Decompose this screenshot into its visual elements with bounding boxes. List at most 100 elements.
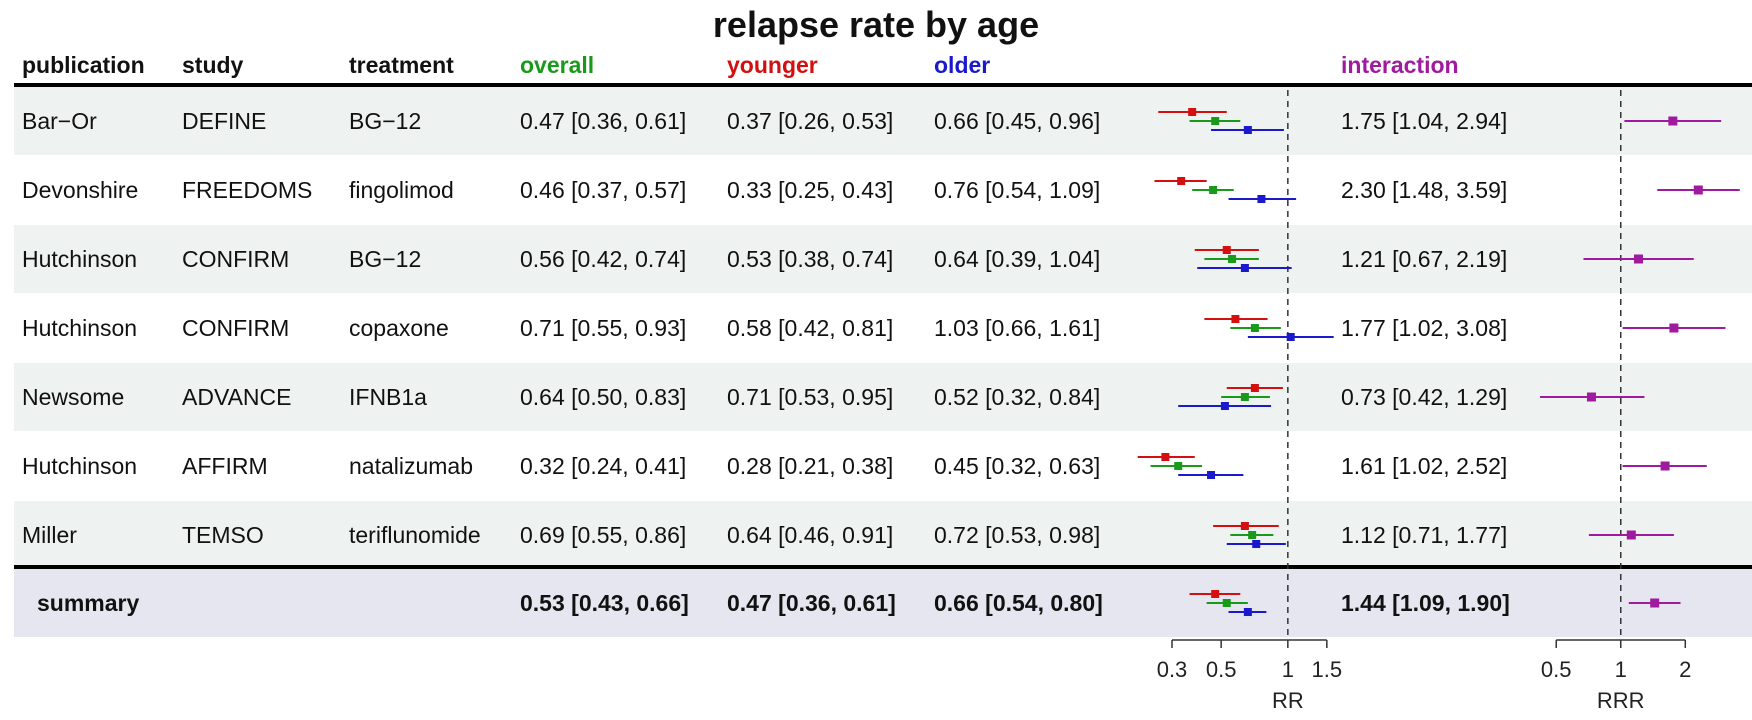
cell-younger: 0.64 [0.46, 0.91] — [727, 521, 894, 548]
summary-label: summary — [37, 589, 140, 616]
older-point — [1220, 402, 1229, 410]
header-overall: overall — [520, 52, 595, 78]
cell-interaction: 1.75 [1.04, 2.94] — [1341, 107, 1508, 134]
cell-treatment: BG−12 — [349, 107, 422, 134]
cell-study: AFFIRM — [182, 452, 268, 479]
cell-older: 0.45 [0.32, 0.63] — [934, 452, 1101, 479]
cell-interaction: 1.12 [0.71, 1.77] — [1341, 521, 1508, 548]
cell-older: 1.03 [0.66, 1.61] — [934, 314, 1101, 341]
x-tick-label: 0.5 — [1541, 657, 1572, 682]
older-point — [1257, 195, 1266, 203]
row-band — [14, 501, 1752, 569]
overall-point — [1228, 255, 1237, 263]
cell-older: 0.52 [0.32, 0.84] — [934, 383, 1101, 410]
older-point — [1207, 471, 1216, 479]
header-publication: publication — [22, 52, 145, 78]
overall-point — [1248, 531, 1257, 539]
overall-point — [1209, 186, 1218, 194]
younger-point — [1161, 453, 1170, 461]
x-tick-label: 0.5 — [1206, 657, 1237, 682]
cell-overall: 0.32 [0.24, 0.41] — [520, 452, 687, 479]
summary-rule — [14, 565, 1752, 569]
cell-treatment: fingolimod — [349, 176, 454, 203]
older-point — [1286, 333, 1295, 341]
header-study: study — [182, 52, 244, 78]
overall-point — [1174, 462, 1183, 470]
cell-younger: 0.33 [0.25, 0.43] — [727, 176, 894, 203]
summary-older: 0.66 [0.54, 0.80] — [934, 589, 1103, 616]
x-tick-label: 1 — [1282, 657, 1294, 682]
header-interaction: interaction — [1341, 52, 1459, 78]
cell-publication: Devonshire — [22, 176, 139, 203]
interaction-point — [1586, 392, 1596, 402]
cell-study: TEMSO — [182, 521, 264, 548]
cell-treatment: teriflunomide — [349, 521, 481, 548]
cell-publication: Hutchinson — [22, 245, 138, 272]
cell-study: DEFINE — [182, 107, 267, 134]
younger-point — [1211, 590, 1220, 598]
cell-older: 0.66 [0.45, 0.96] — [934, 107, 1101, 134]
x-tick-label: 1.5 — [1312, 657, 1343, 682]
cell-treatment: IFNB1a — [349, 383, 427, 410]
summary-overall: 0.53 [0.43, 0.66] — [520, 589, 689, 616]
overall-point — [1240, 393, 1249, 401]
younger-point — [1222, 246, 1231, 254]
older-point — [1240, 264, 1249, 272]
older-point — [1252, 540, 1261, 548]
cell-interaction: 1.77 [1.02, 3.08] — [1341, 314, 1508, 341]
interaction-point — [1669, 323, 1679, 333]
interaction-point — [1668, 116, 1678, 126]
cell-overall: 0.47 [0.36, 0.61] — [520, 107, 687, 134]
cell-older: 0.64 [0.39, 1.04] — [934, 245, 1101, 272]
cell-publication: Bar−Or — [22, 107, 97, 134]
cell-study: CONFIRM — [182, 245, 290, 272]
cell-study: ADVANCE — [182, 383, 292, 410]
interaction-point — [1693, 185, 1703, 195]
summary-younger: 0.47 [0.36, 0.61] — [727, 589, 896, 616]
cell-older: 0.76 [0.54, 1.09] — [934, 176, 1101, 203]
younger-point — [1188, 108, 1197, 116]
cell-younger: 0.58 [0.42, 0.81] — [727, 314, 894, 341]
row-band — [14, 87, 1752, 155]
older-point — [1243, 126, 1252, 134]
younger-point — [1250, 384, 1259, 392]
cell-study: FREEDOMS — [182, 176, 313, 203]
cell-publication: Miller — [22, 521, 77, 548]
interaction-point — [1660, 461, 1670, 471]
cell-publication: Hutchinson — [22, 314, 138, 341]
x-tick-label: 2 — [1679, 657, 1691, 682]
overall-point — [1250, 324, 1259, 332]
summary-interaction: 1.44 [1.09, 1.90] — [1341, 589, 1510, 616]
cell-younger: 0.28 [0.21, 0.38] — [727, 452, 894, 479]
younger-point — [1240, 522, 1249, 530]
cell-overall: 0.64 [0.50, 0.83] — [520, 383, 687, 410]
cell-interaction: 1.61 [1.02, 2.52] — [1341, 452, 1508, 479]
cell-study: CONFIRM — [182, 314, 290, 341]
x-tick-label: 0.3 — [1157, 657, 1188, 682]
cell-treatment: copaxone — [349, 314, 449, 341]
interaction-point — [1634, 254, 1644, 264]
summary-band — [14, 569, 1752, 637]
row-band — [14, 363, 1752, 431]
cell-younger: 0.71 [0.53, 0.95] — [727, 383, 894, 410]
header-younger: younger — [727, 52, 818, 78]
header-treatment: treatment — [349, 52, 454, 78]
cell-younger: 0.37 [0.26, 0.53] — [727, 107, 894, 134]
cell-overall: 0.71 [0.55, 0.93] — [520, 314, 687, 341]
chart-title: relapse rate by age — [712, 4, 1040, 45]
cell-treatment: BG−12 — [349, 245, 422, 272]
cell-overall: 0.56 [0.42, 0.74] — [520, 245, 687, 272]
x-axis-title: RRR — [1597, 688, 1645, 713]
older-point — [1243, 608, 1252, 616]
interaction-point — [1626, 530, 1636, 540]
younger-point — [1177, 177, 1186, 185]
cell-overall: 0.46 [0.37, 0.57] — [520, 176, 687, 203]
cell-treatment: natalizumab — [349, 452, 474, 479]
cell-younger: 0.53 [0.38, 0.74] — [727, 245, 894, 272]
younger-point — [1231, 315, 1240, 323]
header-rule — [14, 83, 1752, 87]
cell-interaction: 2.30 [1.48, 3.59] — [1341, 176, 1508, 203]
cell-publication: Hutchinson — [22, 452, 138, 479]
overall-point — [1222, 599, 1231, 607]
